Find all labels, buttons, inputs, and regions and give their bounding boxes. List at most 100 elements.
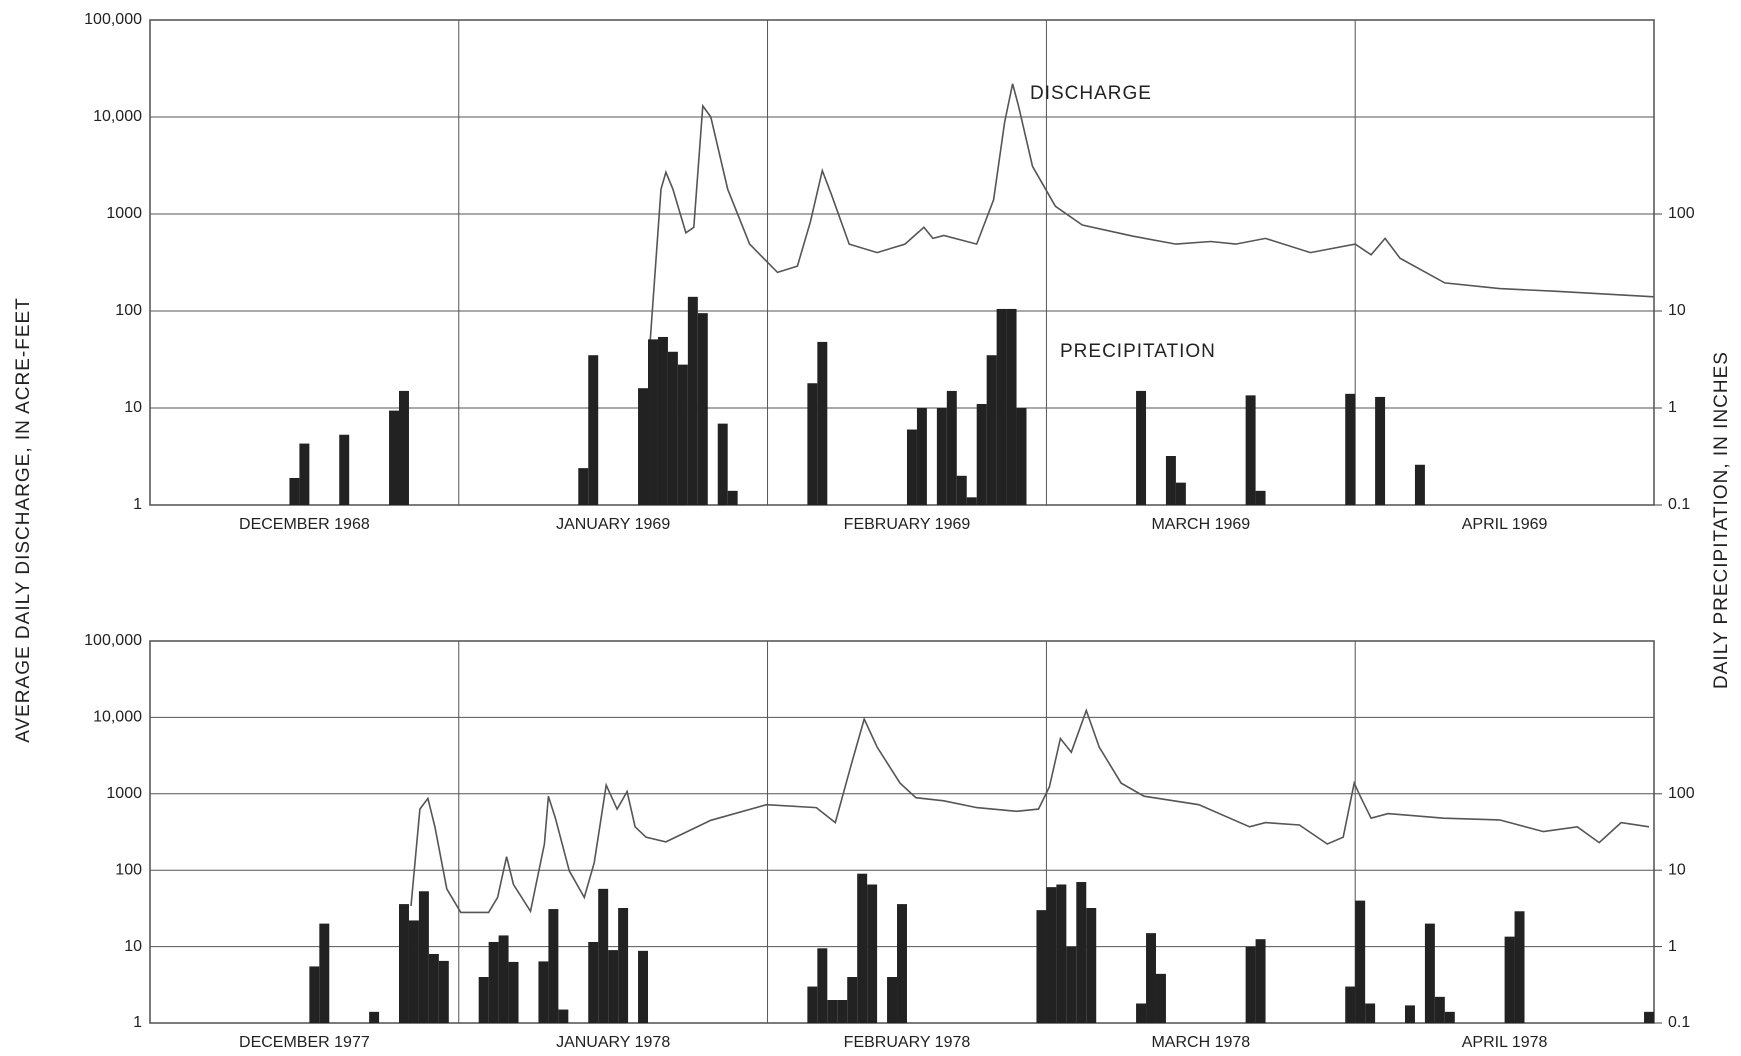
precipitation-bar (677, 364, 688, 505)
y2-tick-label: 1 (1668, 938, 1677, 955)
precipitation-bar (289, 477, 300, 505)
y-tick-label: 100,000 (84, 11, 142, 28)
month-label: JANUARY 1978 (556, 1034, 670, 1051)
precipitation-bar (548, 909, 559, 1023)
precipitation-bar (1036, 910, 1047, 1023)
precipitation-bar (598, 888, 609, 1023)
precipitation-bar (1345, 986, 1356, 1023)
precipitation-bar (807, 986, 818, 1023)
precipitation-bar (339, 434, 350, 505)
precipitation-bar (369, 1011, 380, 1023)
precipitation-bar (847, 977, 858, 1023)
precipitation-bar (588, 941, 599, 1023)
precipitation-bar (1434, 996, 1445, 1023)
precipitation-bar (1086, 908, 1097, 1023)
precipitation-bar (897, 904, 907, 1023)
y-tick-label: 1 (133, 496, 142, 513)
y2-tick-label: 0.1 (1668, 496, 1690, 513)
precipitation-bar (1006, 308, 1017, 505)
precipitation-bar (1165, 456, 1176, 505)
precipitation-bar (887, 977, 898, 1023)
y2-tick-label: 100 (1668, 785, 1695, 802)
precipitation-bar (618, 908, 629, 1023)
month-label: FEBRUARY 1969 (844, 516, 971, 533)
precipitation-bar (1066, 946, 1077, 1023)
precipitation-bar (418, 891, 429, 1023)
precipitation-bar (389, 410, 400, 505)
plot-frame (149, 19, 1655, 506)
precipitation-bar (1444, 1011, 1455, 1023)
y-axis-label: AVERAGE DAILY DISCHARGE, IN ACRE-FEET (13, 297, 34, 743)
precipitation-bar (638, 950, 649, 1023)
precipitation-bar (976, 403, 987, 505)
y2-tick-label: 1 (1668, 399, 1677, 416)
precipitation-bar (986, 355, 997, 505)
precipitation-bar (299, 443, 310, 505)
precipitation-bar (508, 961, 519, 1023)
precipitation-bar (578, 468, 589, 505)
precipitation-bar (399, 904, 409, 1023)
precipitation-bar (488, 941, 499, 1023)
precipitation-bar (648, 339, 658, 505)
precipitation-bar (717, 423, 728, 505)
y2-tick-label: 10 (1668, 861, 1686, 878)
y2-axis-label: DAILY PRECIPITATION, IN INCHES (1711, 351, 1732, 689)
precipitation-bar (319, 923, 330, 1023)
precipitation-bar (1424, 923, 1435, 1023)
precipitation-bar (1255, 490, 1266, 505)
precipitation-bar (1155, 973, 1166, 1023)
precipitation-bar (1046, 887, 1057, 1023)
precipitation-bar (1414, 464, 1425, 505)
month-label: APRIL 1978 (1462, 1034, 1548, 1051)
precipitation-bar (1644, 1011, 1654, 1023)
precipitation-bar (1016, 408, 1027, 505)
precipitation-bar (916, 408, 927, 505)
precipitation-bar (399, 390, 409, 505)
precipitation-bar (538, 961, 549, 1023)
precipitation-bar (1514, 911, 1525, 1023)
precipitation-bar (687, 296, 698, 505)
precipitation-bar (837, 1000, 848, 1023)
month-label: MARCH 1978 (1151, 1034, 1250, 1051)
series-label: PRECIPITATION (1060, 341, 1216, 362)
y-tick-label: 10 (124, 399, 142, 416)
precipitation-bar (657, 336, 668, 505)
series-label: DISCHARGE (1030, 83, 1152, 104)
precipitation-bar (817, 948, 828, 1023)
month-label: JANUARY 1969 (556, 516, 670, 533)
precipitation-bar (1245, 946, 1256, 1023)
discharge-line (649, 83, 1655, 344)
y-tick-label: 10,000 (93, 108, 142, 125)
precipitation-bar (1255, 939, 1266, 1023)
y2-tick-label: 10 (1668, 302, 1686, 319)
precipitation-bar (857, 873, 868, 1023)
precipitation-bar (558, 1009, 569, 1023)
precipitation-bar (817, 341, 828, 505)
month-label: MARCH 1969 (1151, 516, 1250, 533)
precipitation-bar (827, 1000, 838, 1023)
precipitation-bar (438, 960, 449, 1023)
precipitation-bar (1136, 1003, 1147, 1023)
precipitation-bar (727, 490, 738, 505)
precipitation-bar (996, 308, 1007, 505)
precipitation-bar (428, 954, 439, 1023)
precipitation-bar (1404, 1005, 1415, 1023)
precipitation-bar (498, 935, 509, 1023)
precipitation-bar (1136, 390, 1147, 505)
y-tick-label: 1 (133, 1014, 142, 1031)
precipitation-bar (946, 390, 957, 505)
precipitation-bar (867, 884, 878, 1023)
precipitation-bar (1076, 882, 1087, 1023)
y-tick-label: 100 (115, 861, 142, 878)
discharge-line (410, 708, 1650, 914)
month-label: FEBRUARY 1978 (844, 1034, 971, 1051)
month-label: APRIL 1969 (1462, 516, 1548, 533)
precipitation-bar (588, 355, 599, 505)
y-tick-label: 100,000 (84, 632, 142, 649)
month-label: DECEMBER 1977 (239, 1034, 370, 1051)
precipitation-bar (608, 950, 619, 1023)
y-tick-label: 1000 (106, 205, 142, 222)
y-tick-label: 10 (124, 938, 142, 955)
precipitation-bar (1175, 482, 1186, 505)
